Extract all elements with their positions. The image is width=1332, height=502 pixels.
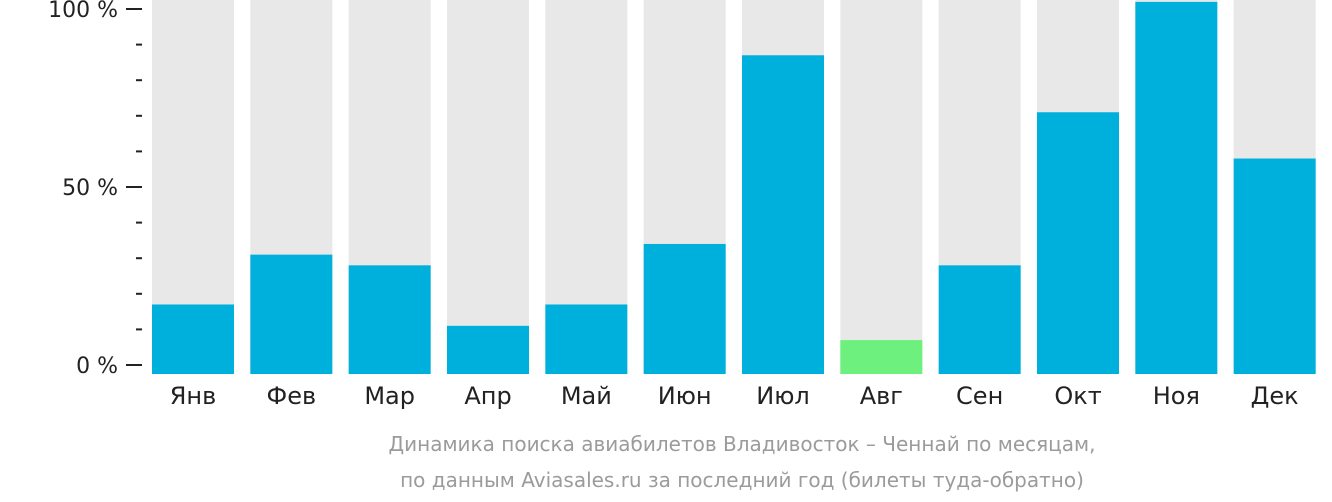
bar-4 <box>447 325 529 374</box>
x-tick-label-11: Ноя <box>1153 382 1200 410</box>
bar-8 <box>840 340 923 374</box>
x-tick-label-6: Июн <box>658 382 712 410</box>
bar-10 <box>1037 112 1119 375</box>
bar-11 <box>1135 1 1218 374</box>
x-tick-label-5: Май <box>561 382 612 410</box>
bar-7 <box>742 55 824 374</box>
chart-caption-line-1: Динамика поиска авиабилетов Владивосток … <box>388 432 1096 456</box>
x-tick-label-3: Мар <box>364 382 415 410</box>
y-tick-label-3: 100 % <box>48 0 118 23</box>
x-tick-label-1: Янв <box>170 382 217 410</box>
y-tick-label-2: 50 % <box>62 176 118 201</box>
bar-9 <box>938 265 1021 374</box>
x-tick-label-8: Авг <box>860 382 903 410</box>
bar-6 <box>643 243 726 374</box>
x-tick-label-10: Окт <box>1054 382 1101 410</box>
bar-track-8 <box>840 0 923 374</box>
x-tick-label-2: Фев <box>267 382 317 410</box>
bar-track-4 <box>447 0 529 374</box>
chart-caption-line-2: по данным Aviasales.ru за последний год … <box>400 468 1084 492</box>
bar-12 <box>1233 158 1316 374</box>
x-tick-label-4: Апр <box>464 382 511 410</box>
bar-1 <box>152 304 234 374</box>
x-tick-label-12: Дек <box>1251 382 1299 410</box>
bar-2 <box>250 254 333 374</box>
x-tick-label-7: Июл <box>756 382 810 410</box>
bar-5 <box>545 304 628 374</box>
bar-3 <box>348 265 431 374</box>
y-tick-label-1: 0 % <box>76 354 118 379</box>
x-tick-label-9: Сен <box>956 382 1003 410</box>
